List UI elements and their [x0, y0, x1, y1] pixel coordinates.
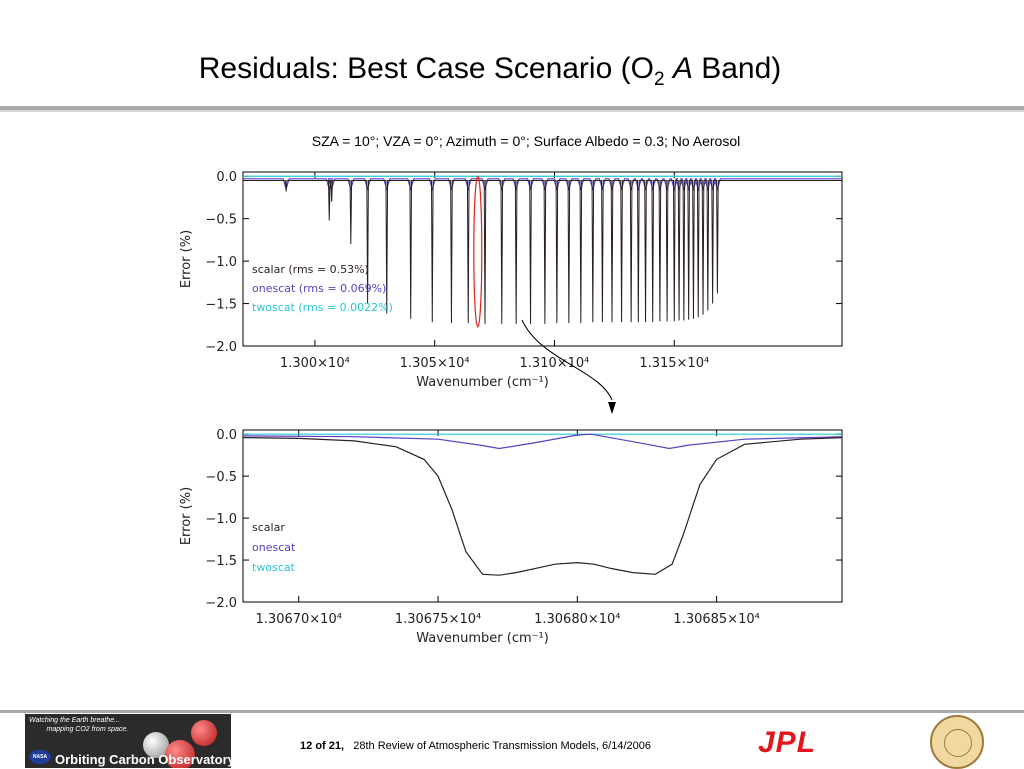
y-tick-label: 0.0 — [216, 170, 237, 185]
x-tick-label: 1.30680×10⁴ — [534, 612, 620, 627]
legend-entry: onescat — [252, 541, 296, 554]
series-onescat — [242, 433, 843, 450]
y-tick-label: −0.5 — [205, 470, 237, 485]
x-tick-label: 1.30675×10⁴ — [395, 612, 481, 627]
caltech-seal — [930, 715, 984, 769]
legend-entry: twoscat — [252, 561, 296, 574]
legend-entry: twoscat (rms = 0.0022%) — [252, 301, 393, 314]
arrow-head-icon — [608, 402, 616, 414]
bottom-plot: 0.0 −0.5 −1.0 −1.5 −2.0 1.30670×10⁴ 1.30675×10… — [179, 428, 843, 646]
top-plot: 0.0 −0.5 −1.0 −1.5 −2.0 1.300×10⁴ 1.305×10⁴ 1.3… — [179, 170, 843, 390]
zoom-arrow — [521, 319, 613, 401]
x-tick-label: 1.305×10⁴ — [400, 356, 470, 371]
legend-entry: scalar (rms = 0.53%) — [252, 263, 369, 276]
y-tick-label: −2.0 — [205, 596, 237, 611]
nasa-logo: NASA — [29, 750, 51, 764]
legend-entry: scalar — [252, 521, 285, 534]
plot-frame — [242, 429, 843, 603]
y-tick-label: −1.5 — [205, 554, 237, 569]
y-tick-label: −1.5 — [205, 298, 237, 313]
y-axis-label: Error (%) — [179, 230, 194, 288]
y-tick-label: −1.0 — [205, 255, 237, 270]
plot-conditions-caption: SZA = 10°; VZA = 0°; Azimuth = 0°; Surfa… — [311, 133, 741, 149]
oco-tagline-2: mapping CO2 from space. — [46, 726, 129, 733]
x-tick-label: 1.300×10⁴ — [280, 356, 350, 371]
oco-tagline-1: Watching the Earth breathe... — [29, 717, 120, 724]
title-text: Residuals: Best Case Scenario (O — [198, 52, 654, 85]
legend-entry: onescat (rms = 0.069%) — [252, 282, 386, 295]
x-tick-label: 1.315×10⁴ — [639, 356, 709, 371]
residual-plots: 0.0 −0.5 −1.0 −1.5 −2.0 1.300×10⁴ 1.305×10⁴ 1.3… — [179, 170, 843, 646]
title-italic: A — [672, 52, 693, 85]
seal-inner-ring — [944, 729, 972, 757]
zoom-marker — [473, 175, 483, 328]
plot-frame — [242, 171, 843, 347]
molecule-icon — [191, 720, 217, 746]
footer-divider — [0, 710, 1024, 713]
slide-title: Residuals: Best Case Scenario (O2 A Band… — [0, 52, 980, 91]
x-tick-label: 1.30685×10⁴ — [673, 612, 759, 627]
title-subscript: 2 — [653, 69, 665, 90]
title-end: Band) — [692, 52, 782, 85]
oco-logo: Watching the Earth breathe... mapping CO… — [25, 714, 231, 768]
y-axis-label: Error (%) — [179, 487, 194, 545]
page-number: 12 — [300, 740, 313, 752]
series-scalar — [243, 179, 842, 324]
molecule-icon — [165, 740, 195, 768]
y-tick-label: −0.5 — [205, 213, 237, 228]
y-tick-label: −2.0 — [205, 340, 237, 355]
y-tick-label: −1.0 — [205, 512, 237, 527]
page-total: 21, — [328, 740, 345, 752]
x-tick-label: 1.310×10⁴ — [520, 356, 590, 371]
page-of: of — [315, 740, 326, 752]
oco-tagline: Watching the Earth breathe... mapping CO… — [29, 716, 128, 734]
y-tick-label: 0.0 — [216, 428, 237, 443]
oco-name: Orbiting Carbon Observatory — [55, 752, 231, 767]
title-divider — [0, 106, 1024, 112]
molecule-icon — [143, 732, 169, 758]
footer-caption: 12 of 21, 28th Review of Atmospheric Tra… — [300, 740, 651, 752]
series-scalar — [242, 437, 843, 576]
x-axis-label: Wavenumber (cm⁻¹) — [416, 631, 549, 646]
event-caption: 28th Review of Atmospheric Transmission … — [353, 740, 651, 752]
x-axis-label: Wavenumber (cm⁻¹) — [416, 375, 549, 390]
x-tick-label: 1.30670×10⁴ — [256, 612, 342, 627]
jpl-logo: JPL — [758, 726, 817, 759]
